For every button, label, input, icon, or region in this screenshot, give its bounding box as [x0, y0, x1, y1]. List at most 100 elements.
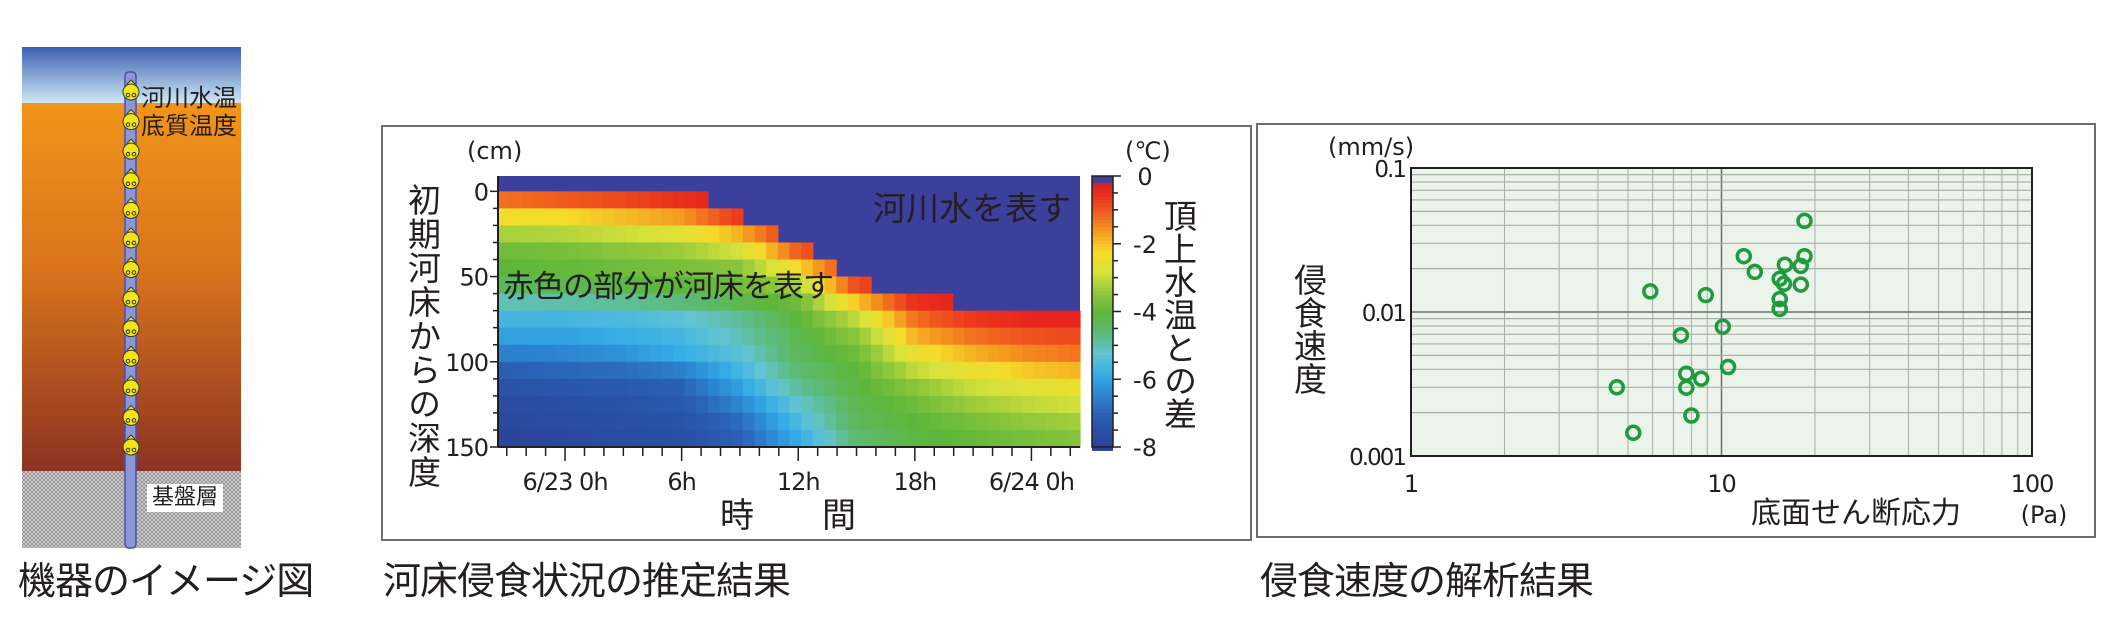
heat-cell: [567, 412, 581, 431]
heat-cell: [812, 327, 826, 346]
heat-cell: [579, 225, 592, 244]
heat-cell: [976, 361, 989, 380]
heat-cell: [742, 242, 756, 261]
heat-cell: [1057, 310, 1070, 329]
heat-cell: [906, 293, 919, 312]
x-tick-label: 6/23 0h: [523, 468, 608, 496]
heat-cell: [521, 276, 534, 295]
y-tick-label: 0: [474, 178, 488, 206]
heat-cell: [766, 259, 779, 278]
heat-cell: [766, 310, 779, 329]
heat-cell: [672, 259, 686, 278]
heat-cell: [941, 310, 954, 329]
heat-cell: [836, 361, 849, 380]
heat-cell: [591, 276, 604, 295]
sensor-cap: [126, 138, 136, 144]
heat-cell: [567, 293, 581, 312]
heat-cell: [964, 310, 977, 329]
colorbar-tick-label: 0: [1137, 163, 1152, 191]
heat-cell: [894, 344, 907, 363]
heat-cell: [777, 242, 791, 261]
sensor-body: [122, 438, 140, 456]
heat-cell: [579, 208, 592, 227]
heat-cell: [614, 395, 627, 414]
heat-cell: [498, 344, 511, 363]
heat-cell: [649, 327, 662, 346]
heat-cell: [719, 208, 732, 227]
heat-cell: [579, 310, 592, 329]
heat-cell: [498, 429, 511, 448]
heat-cell: [719, 293, 732, 312]
heat-cell: [614, 327, 627, 346]
heat-cell: [742, 225, 756, 244]
heat-cell: [544, 276, 557, 295]
heat-cell: [859, 361, 872, 380]
heat-cell: [498, 259, 511, 278]
heat-cell: [672, 225, 686, 244]
heat-cell: [521, 242, 534, 261]
caption-scatter: 侵食速度の解析結果: [1260, 559, 1594, 603]
heat-cell: [707, 395, 721, 414]
heat-cell: [626, 293, 639, 312]
heat-cell: [917, 310, 930, 329]
heat-cell: [859, 327, 872, 346]
heat-cell: [754, 225, 767, 244]
colorbar-segment: [1092, 270, 1113, 275]
heat-cell: [836, 276, 849, 295]
heat-cell: [544, 208, 557, 227]
heat-cell: [1057, 361, 1070, 380]
heat-cell: [917, 344, 930, 363]
heat-cell: [929, 395, 942, 414]
sensor-eye: [131, 92, 137, 98]
heat-cell: [1022, 361, 1035, 380]
heat-cell: [579, 378, 592, 397]
colorbar-segment: [1092, 260, 1113, 265]
heat-cell: [591, 378, 604, 397]
heat-cell: [696, 242, 709, 261]
heat-cell: [602, 378, 616, 397]
heat-cell: [649, 395, 662, 414]
heat-cell: [614, 378, 627, 397]
colorbar-segment: [1092, 243, 1113, 248]
colorbar-segment: [1092, 182, 1113, 187]
colorbar-segment: [1092, 236, 1113, 241]
heat-cell: [626, 361, 639, 380]
heat-cell: [742, 429, 756, 448]
heat-cell: [614, 293, 627, 312]
heat-cell: [602, 327, 616, 346]
heat-cell: [556, 191, 569, 209]
colorbar-segment: [1092, 226, 1113, 231]
colorbar-segment: [1092, 192, 1113, 197]
heat-cell: [579, 361, 592, 380]
heat-cell: [987, 344, 1000, 363]
heat-cell: [532, 395, 546, 414]
heat-cell: [871, 395, 884, 414]
sensor-icon: [122, 434, 140, 456]
colorbar-segment: [1092, 301, 1113, 306]
heat-cell: [894, 395, 907, 414]
sensor-pipe: [124, 71, 137, 549]
heat-cell: [498, 191, 511, 209]
heat-cell: [498, 208, 511, 227]
heat-cell: [544, 191, 557, 209]
heat-cell: [602, 276, 616, 295]
colorbar-segment: [1092, 402, 1113, 407]
heat-cell: [1045, 327, 1059, 346]
colorbar-segment: [1092, 291, 1113, 296]
heat-cell: [579, 395, 592, 414]
heat-cell: [626, 412, 639, 431]
heat-cell: [789, 276, 802, 295]
data-point: [1771, 300, 1788, 318]
heat-cell: [637, 361, 651, 380]
heat-cell: [824, 327, 837, 346]
heat-cell: [672, 361, 686, 380]
heat-cell: [871, 327, 884, 346]
heat-cell: [824, 429, 837, 448]
heat-cell: [509, 395, 522, 414]
heat-cell: [812, 293, 826, 312]
heat-cell: [836, 344, 849, 363]
heat-cell: [1022, 395, 1035, 414]
colorbar-segment: [1092, 382, 1113, 387]
heat-cell: [521, 191, 534, 209]
heat-cell: [521, 344, 534, 363]
